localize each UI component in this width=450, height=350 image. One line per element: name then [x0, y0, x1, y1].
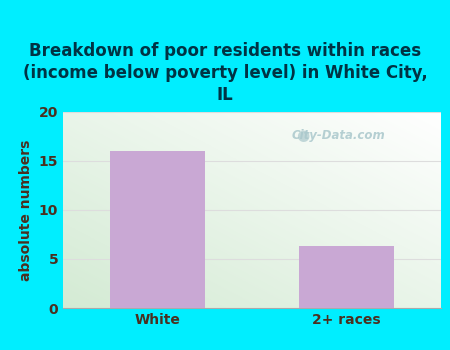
Text: Breakdown of poor residents within races
(income below poverty level) in White C: Breakdown of poor residents within races… [22, 42, 427, 104]
Bar [110, 151, 205, 308]
Text: ●: ● [297, 128, 310, 143]
Y-axis label: absolute numbers: absolute numbers [19, 139, 33, 281]
Bar [299, 246, 394, 308]
Text: City-Data.com: City-Data.com [292, 129, 386, 142]
